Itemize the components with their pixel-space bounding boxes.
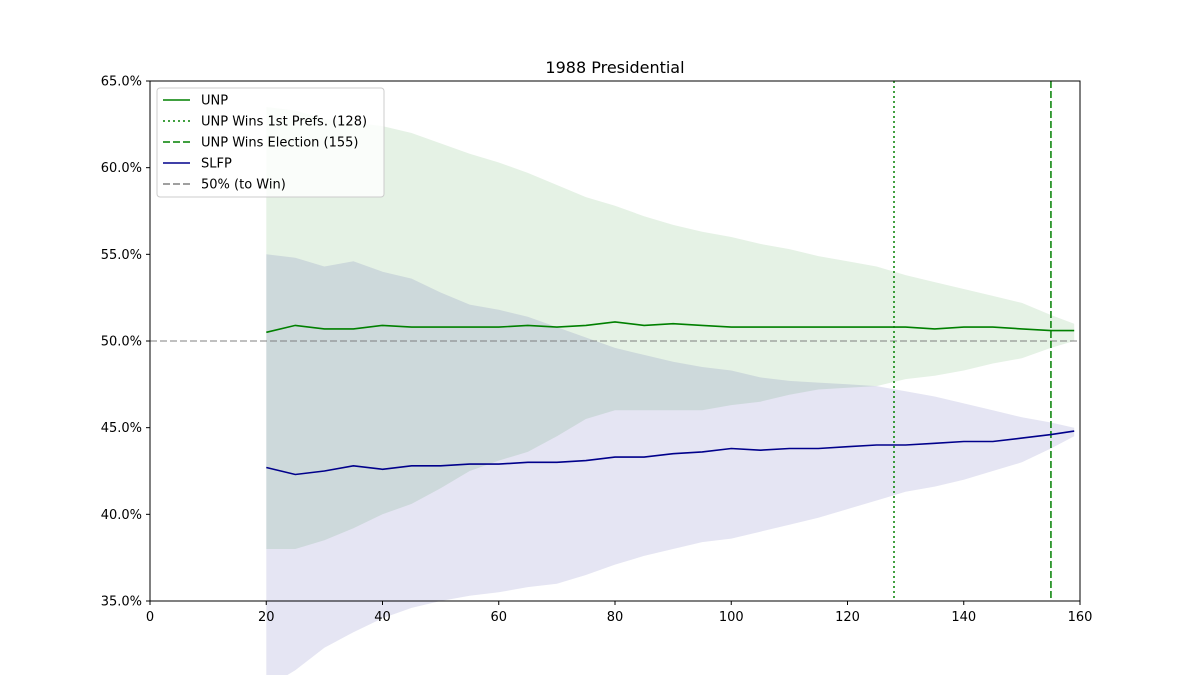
legend-item-unp-wins-election-155: UNP Wins Election (155) <box>163 136 359 151</box>
y-tick-label: 35.0% <box>101 595 142 610</box>
legend-label: UNP <box>201 94 228 109</box>
legend-label: UNP Wins Election (155) <box>201 136 359 151</box>
reference-lines <box>150 81 1080 601</box>
x-tick-label: 160 <box>1068 610 1093 625</box>
y-tick-label: 45.0% <box>101 421 142 436</box>
x-tick-label: 0 <box>146 610 154 625</box>
legend-label: SLFP <box>201 157 232 172</box>
x-tick-label: 80 <box>607 610 624 625</box>
x-tick-label: 20 <box>258 610 275 625</box>
slfp-line <box>266 430 1075 476</box>
x-tick-label: 120 <box>835 610 860 625</box>
legend-box <box>156 87 385 198</box>
y-tick-label: 50.0% <box>101 335 142 350</box>
legend-item-unp: UNP <box>163 94 228 109</box>
y-tick-label: 65.0% <box>101 75 142 90</box>
unp-band <box>266 107 1075 549</box>
x-tick-label: 60 <box>490 610 507 625</box>
x-tick-label: 100 <box>719 610 744 625</box>
legend-item-slfp: SLFP <box>163 157 232 172</box>
chart-title: 1988 Presidential <box>545 58 684 77</box>
slfp-band <box>266 254 1075 675</box>
confidence-bands <box>266 107 1075 675</box>
x-axis: 0 20 40 60 80 100 120 140 160 <box>146 601 1093 625</box>
unp-line <box>266 321 1075 334</box>
x-tick-label: 40 <box>374 610 391 625</box>
legend-item-50-to-win: 50% (to Win) <box>163 178 286 193</box>
legend-label: 50% (to Win) <box>201 178 286 193</box>
y-tick-label: 55.0% <box>101 248 142 263</box>
legend: UNP UNP Wins 1st Prefs. (128) UNP Wins Ele… <box>156 87 385 198</box>
y-axis: 35.0% 40.0% 45.0% 50.0% 55.0% 60.0% 65.0% <box>101 75 150 610</box>
series-lines <box>266 321 1075 476</box>
legend-item-unp-wins-1st-prefs-128: UNP Wins 1st Prefs. (128) <box>163 115 367 130</box>
legend-label: UNP Wins 1st Prefs. (128) <box>201 115 367 130</box>
y-tick-label: 60.0% <box>101 161 142 176</box>
y-tick-label: 40.0% <box>101 508 142 523</box>
x-tick-label: 140 <box>951 610 976 625</box>
